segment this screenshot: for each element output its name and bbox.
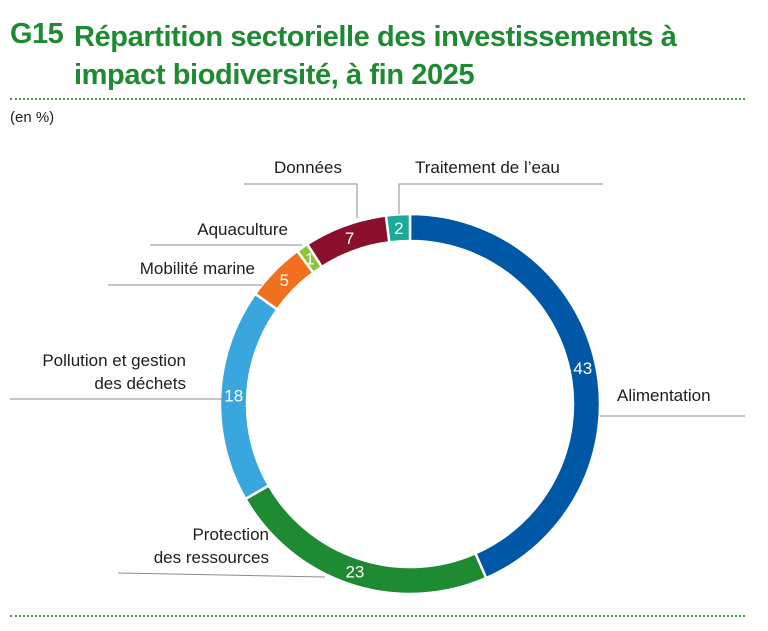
slice-value-label: 1 (305, 250, 314, 269)
category-label: Alimentation (617, 386, 711, 405)
leader-line (398, 183, 603, 214)
slice-value-label: 43 (573, 359, 592, 378)
donut-slice-1 (408, 212, 602, 580)
slice-value-label: 5 (279, 271, 288, 290)
category-label: des déchets (94, 374, 186, 393)
slice-value-label: 18 (224, 387, 243, 406)
slice-value-label: 23 (345, 563, 364, 582)
category-label: Pollution et gestion (42, 351, 186, 370)
figure-number: G15 (10, 18, 64, 50)
slice-value-label: 2 (394, 219, 403, 238)
chart-title: Répartition sectorielle des investisseme… (74, 21, 677, 91)
unit-label: (en %) (10, 109, 55, 126)
category-label: des ressources (154, 548, 269, 567)
leader-line (117, 572, 326, 578)
bottom-divider (10, 615, 745, 617)
slice-value-label: 7 (345, 229, 354, 248)
category-label: Traitement de l’eau (415, 158, 560, 177)
category-label: Protection (192, 525, 269, 544)
top-divider (10, 98, 745, 100)
leader-line (244, 183, 358, 218)
category-label: Données (274, 158, 342, 177)
category-label: Aquaculture (197, 220, 288, 239)
donut-slice-2 (243, 483, 488, 596)
donut-slice-7 (384, 212, 412, 244)
category-label: Mobilité marine (140, 259, 255, 278)
